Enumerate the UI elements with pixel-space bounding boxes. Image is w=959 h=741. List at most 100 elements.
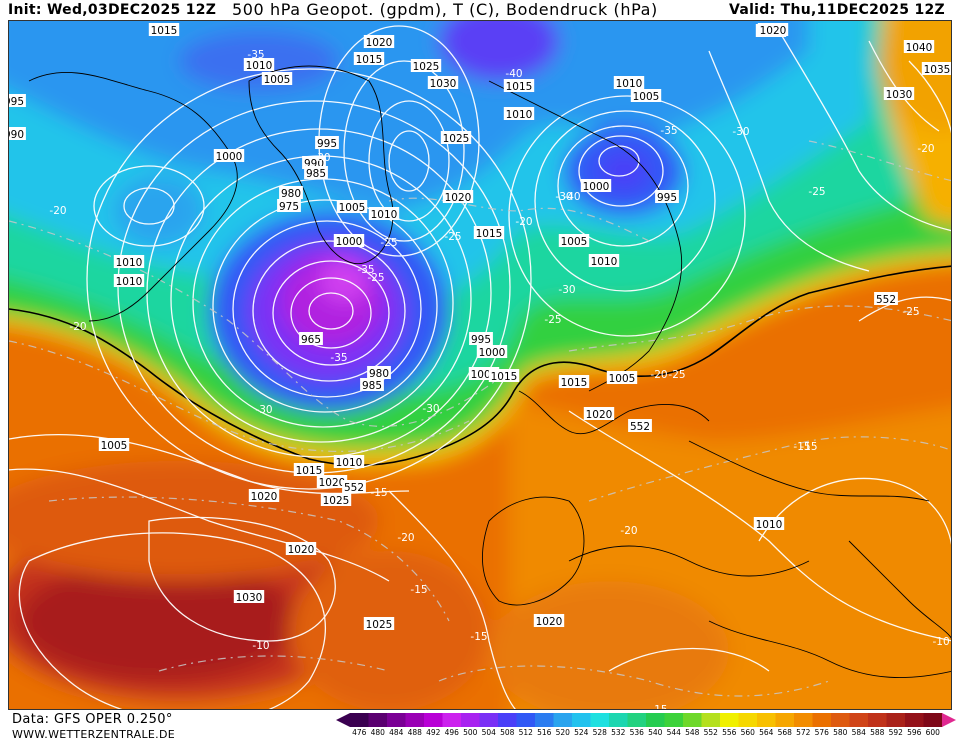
temperature-label: -40: [563, 191, 580, 203]
pressure-label-text: 1005: [339, 202, 366, 214]
temperature-label: -20: [515, 216, 532, 228]
temperature-label-text: -20: [397, 532, 414, 544]
temperature-label-text: -25: [444, 231, 461, 243]
temperature-label: -15: [793, 441, 810, 453]
pressure-label: 965: [299, 332, 323, 346]
pressure-label-text: 1020: [366, 37, 393, 49]
pressure-label: 1010: [613, 76, 645, 90]
scale-swatch: [849, 713, 869, 727]
pressure-label: 1000: [333, 234, 365, 248]
pressure-label-box: [655, 190, 679, 203]
scale-swatch: [350, 713, 369, 727]
contour-552-label: 552: [874, 292, 898, 306]
scale-swatch: [535, 713, 554, 727]
temperature-label: -10: [933, 636, 950, 648]
pressure-label-box: [248, 489, 280, 502]
pressure-label: 1025: [363, 617, 395, 631]
map-title: 500 hPa Geopot. (gpdm), T (C), Bodendruc…: [232, 0, 658, 19]
pressure-label-box: [113, 255, 145, 268]
pressure-label-box: [304, 166, 328, 179]
scale-tick-label: 476: [352, 728, 367, 737]
pressure-label-text: 1000: [216, 151, 243, 163]
pressure-label-box: [98, 438, 130, 451]
scale-swatch: [923, 713, 943, 727]
temperature-label-text: -30: [558, 284, 575, 296]
pressure-label-text: 1000: [583, 181, 610, 193]
pressure-label-box: [293, 463, 325, 476]
pressure-label-text: 1010: [506, 109, 533, 121]
pressure-label-text: 995: [9, 96, 24, 108]
pressure-label: 1030: [883, 87, 915, 101]
temperature-label-text: -30: [555, 191, 572, 203]
pressure-label: 1010: [113, 274, 145, 288]
pressure-label-text: 1025: [323, 495, 350, 507]
scale-tick-label: 560: [740, 728, 755, 737]
pressure-label-text: 995: [657, 192, 677, 204]
pressure-label-text: 1020: [760, 25, 787, 37]
pressure-label: 1020: [316, 475, 348, 489]
temperature-label: -20: [620, 525, 637, 537]
pressure-label: 1025: [440, 131, 472, 145]
scale-swatch: [775, 713, 795, 727]
pressure-label-box: [469, 332, 493, 345]
scale-tick-label: 512: [518, 728, 533, 737]
scale-tick-label: 576: [814, 728, 829, 737]
temperature-label: -20: [650, 369, 667, 381]
temperature-label-text: -15: [800, 441, 817, 453]
scale-swatch: [553, 713, 573, 727]
temperature-label: -25: [544, 314, 561, 326]
pressure-label-text: 1015: [506, 81, 533, 93]
pressure-label-box: [488, 369, 520, 382]
color-scale-legend: 476 480 484 488 492 496 500 504 508 512 516 520 524 5…: [336, 713, 956, 739]
pressure-label-box: [588, 254, 620, 267]
temperature-label-text: -15: [650, 704, 667, 710]
pressure-label-box: [367, 366, 391, 379]
pressure-label-text: 1000: [336, 236, 363, 248]
pressure-label-text: 1025: [413, 61, 440, 73]
footer-bar: Data: GFS OPER 0.250° WWW.WETTERZENTRALE…: [0, 710, 959, 741]
pressure-label-box: [243, 58, 275, 71]
pressure-label-box: [213, 149, 245, 162]
scale-tick-label: 524: [574, 728, 589, 737]
temperature-label: -25: [444, 231, 461, 243]
weather-map: 1015 1010 1005 1020 1015 1025 1030 1010 1005 1040…: [8, 20, 952, 710]
temperature-label: -35: [660, 125, 677, 137]
scale-swatch: [424, 713, 443, 727]
temperature-label: -25: [668, 369, 685, 381]
isobars: [9, 25, 951, 709]
temperature-label: -25: [902, 306, 919, 318]
header-bar: Init: Wed,03DEC2025 12Z 500 hPa Geopot. …: [0, 0, 959, 22]
temperature-label-text: -20: [650, 369, 667, 381]
pressure-label: 975: [277, 199, 301, 213]
color-scale-swatches: [336, 713, 956, 727]
pressure-label-box: [442, 190, 474, 203]
scale-swatch: [461, 713, 480, 727]
pressure-label-box: [277, 199, 301, 212]
pressure-label-text: 1025: [366, 619, 393, 631]
contour-552-labels: 552 552 552: [342, 292, 898, 494]
pressure-label: 1000: [580, 179, 612, 193]
contour-552-label: 552: [342, 480, 366, 494]
scale-tick-label: 592: [888, 728, 903, 737]
pressure-label: 1005: [336, 200, 368, 214]
pressure-label-box: [333, 455, 365, 468]
temperature-label-text: -20: [620, 525, 637, 537]
pressure-label-text: 980: [281, 188, 301, 200]
scale-tick-label: 484: [389, 728, 404, 737]
pressure-label-box: [580, 179, 612, 192]
temperature-label: -30: [558, 284, 575, 296]
pressure-label: 995: [315, 136, 339, 150]
pressure-label-box: [630, 89, 662, 102]
temperature-label: -20: [397, 532, 414, 544]
pressure-label: 980: [279, 186, 303, 200]
pressure-label-text: 1015: [151, 25, 178, 37]
scale-tick-label: 536: [629, 728, 644, 737]
contour-552-label-box: [874, 292, 898, 305]
coastlines: [28, 65, 951, 679]
scale-swatch: [757, 713, 776, 727]
pressure-label: 985: [304, 166, 328, 180]
temperature-label-text: -25: [544, 314, 561, 326]
temperature-label: -35: [330, 352, 347, 364]
temperature-label-text: -25: [808, 186, 825, 198]
pressure-label-text: 1015: [476, 228, 503, 240]
